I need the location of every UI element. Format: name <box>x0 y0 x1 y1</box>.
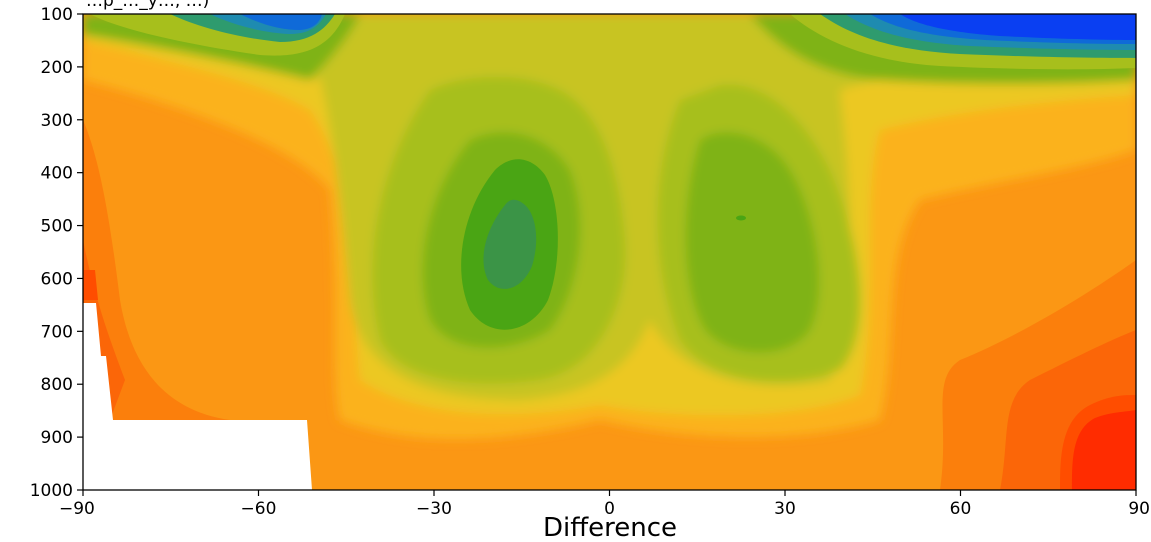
y-tick-label: 500 <box>41 217 73 237</box>
x-axis-title: Difference <box>543 513 677 542</box>
contour-min-right <box>736 215 746 221</box>
y-tick-label: 100 <box>41 5 73 25</box>
chart-title: …p_…_y…, …) <box>86 0 209 11</box>
x-tick-label: −90 <box>59 499 95 519</box>
x-tick-label: 60 <box>950 499 972 519</box>
y-tick-label: 700 <box>41 322 73 342</box>
y-tick-label: 800 <box>41 375 73 395</box>
upper-right-negative <box>790 14 1136 70</box>
y-tick-label: 900 <box>41 428 73 448</box>
contour-level-mid-green-right <box>685 132 820 353</box>
y-axis: 100 200 300 400 500 600 700 800 900 1000 <box>30 5 83 501</box>
masked-no-data-region <box>83 303 312 490</box>
x-tick-label: 90 <box>1128 499 1150 519</box>
y-tick-label: 300 <box>41 111 73 131</box>
contour-layers <box>83 14 1136 490</box>
x-axis: −90 −60 −30 0 30 60 90 <box>59 490 1150 519</box>
x-tick-label: 0 <box>604 499 615 519</box>
contour-smooth-group <box>83 14 1136 439</box>
contour-min-left <box>483 199 537 289</box>
x-tick-label: 30 <box>774 499 796 519</box>
y-tick-label: 1000 <box>30 481 73 501</box>
y-tick-label: 200 <box>41 58 73 78</box>
x-tick-label: −30 <box>416 499 452 519</box>
x-tick-label: −60 <box>241 499 277 519</box>
bottom-right-positive <box>940 260 1136 490</box>
upper-left-negative <box>90 14 345 56</box>
y-tick-label: 600 <box>41 269 73 289</box>
y-tick-label: 400 <box>41 164 73 184</box>
